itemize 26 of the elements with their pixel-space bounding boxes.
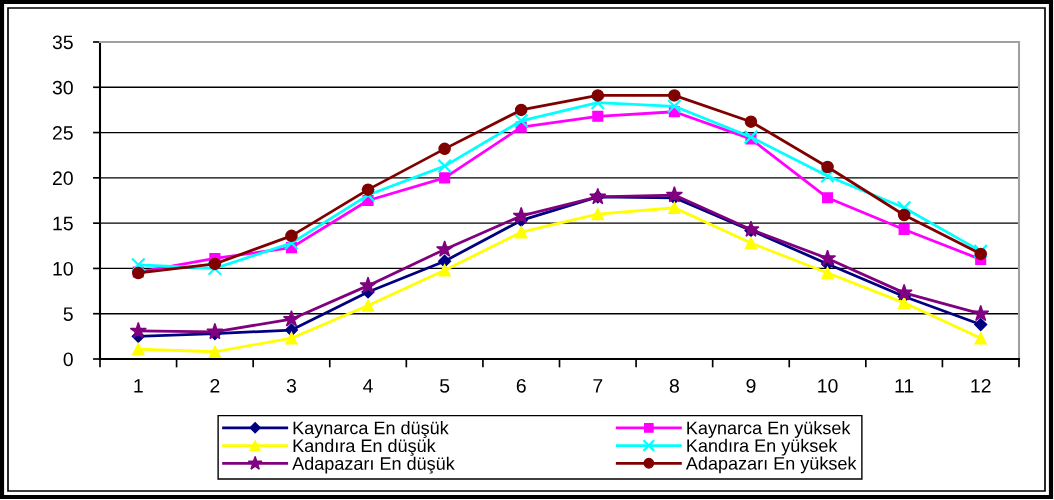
y-tick-label: 20 — [52, 171, 73, 186]
legend-label: Kaynarca En düşük — [293, 421, 449, 438]
x-tick-label: 12 — [971, 378, 991, 393]
y-tick-label: 15 — [53, 216, 73, 231]
legend-label: Adapazarı En yüksek — [685, 456, 857, 474]
x-tick-label: 11 — [895, 379, 914, 393]
x-tick-label: 5 — [440, 379, 450, 393]
y-tick-label: 25 — [52, 126, 73, 140]
legend-label: Kandıra En düşük — [293, 438, 436, 456]
y-tick-label: 0 — [63, 352, 73, 367]
y-tick-label: 5 — [63, 307, 73, 321]
x-tick-label: 6 — [516, 378, 526, 393]
x-tick-label: 10 — [818, 378, 838, 393]
x-tick-label: 2 — [210, 378, 220, 393]
y-tick-label: 30 — [52, 80, 73, 95]
legend-label: Adapazarı En düşük — [292, 456, 455, 474]
x-tick-label: 1 — [134, 379, 143, 393]
legend-label: Kandıra En yüksek — [687, 438, 838, 456]
x-tick-label: 8 — [669, 378, 679, 393]
x-tick-label: 4 — [363, 379, 373, 393]
y-tick-label: 10 — [53, 261, 73, 276]
y-tick-label: 35 — [52, 35, 73, 50]
x-tick-label: 7 — [593, 379, 603, 393]
legend-label: Kaynarca En yüksek — [687, 421, 851, 438]
x-tick-label: 9 — [746, 378, 756, 393]
x-tick-label: 3 — [286, 378, 297, 393]
